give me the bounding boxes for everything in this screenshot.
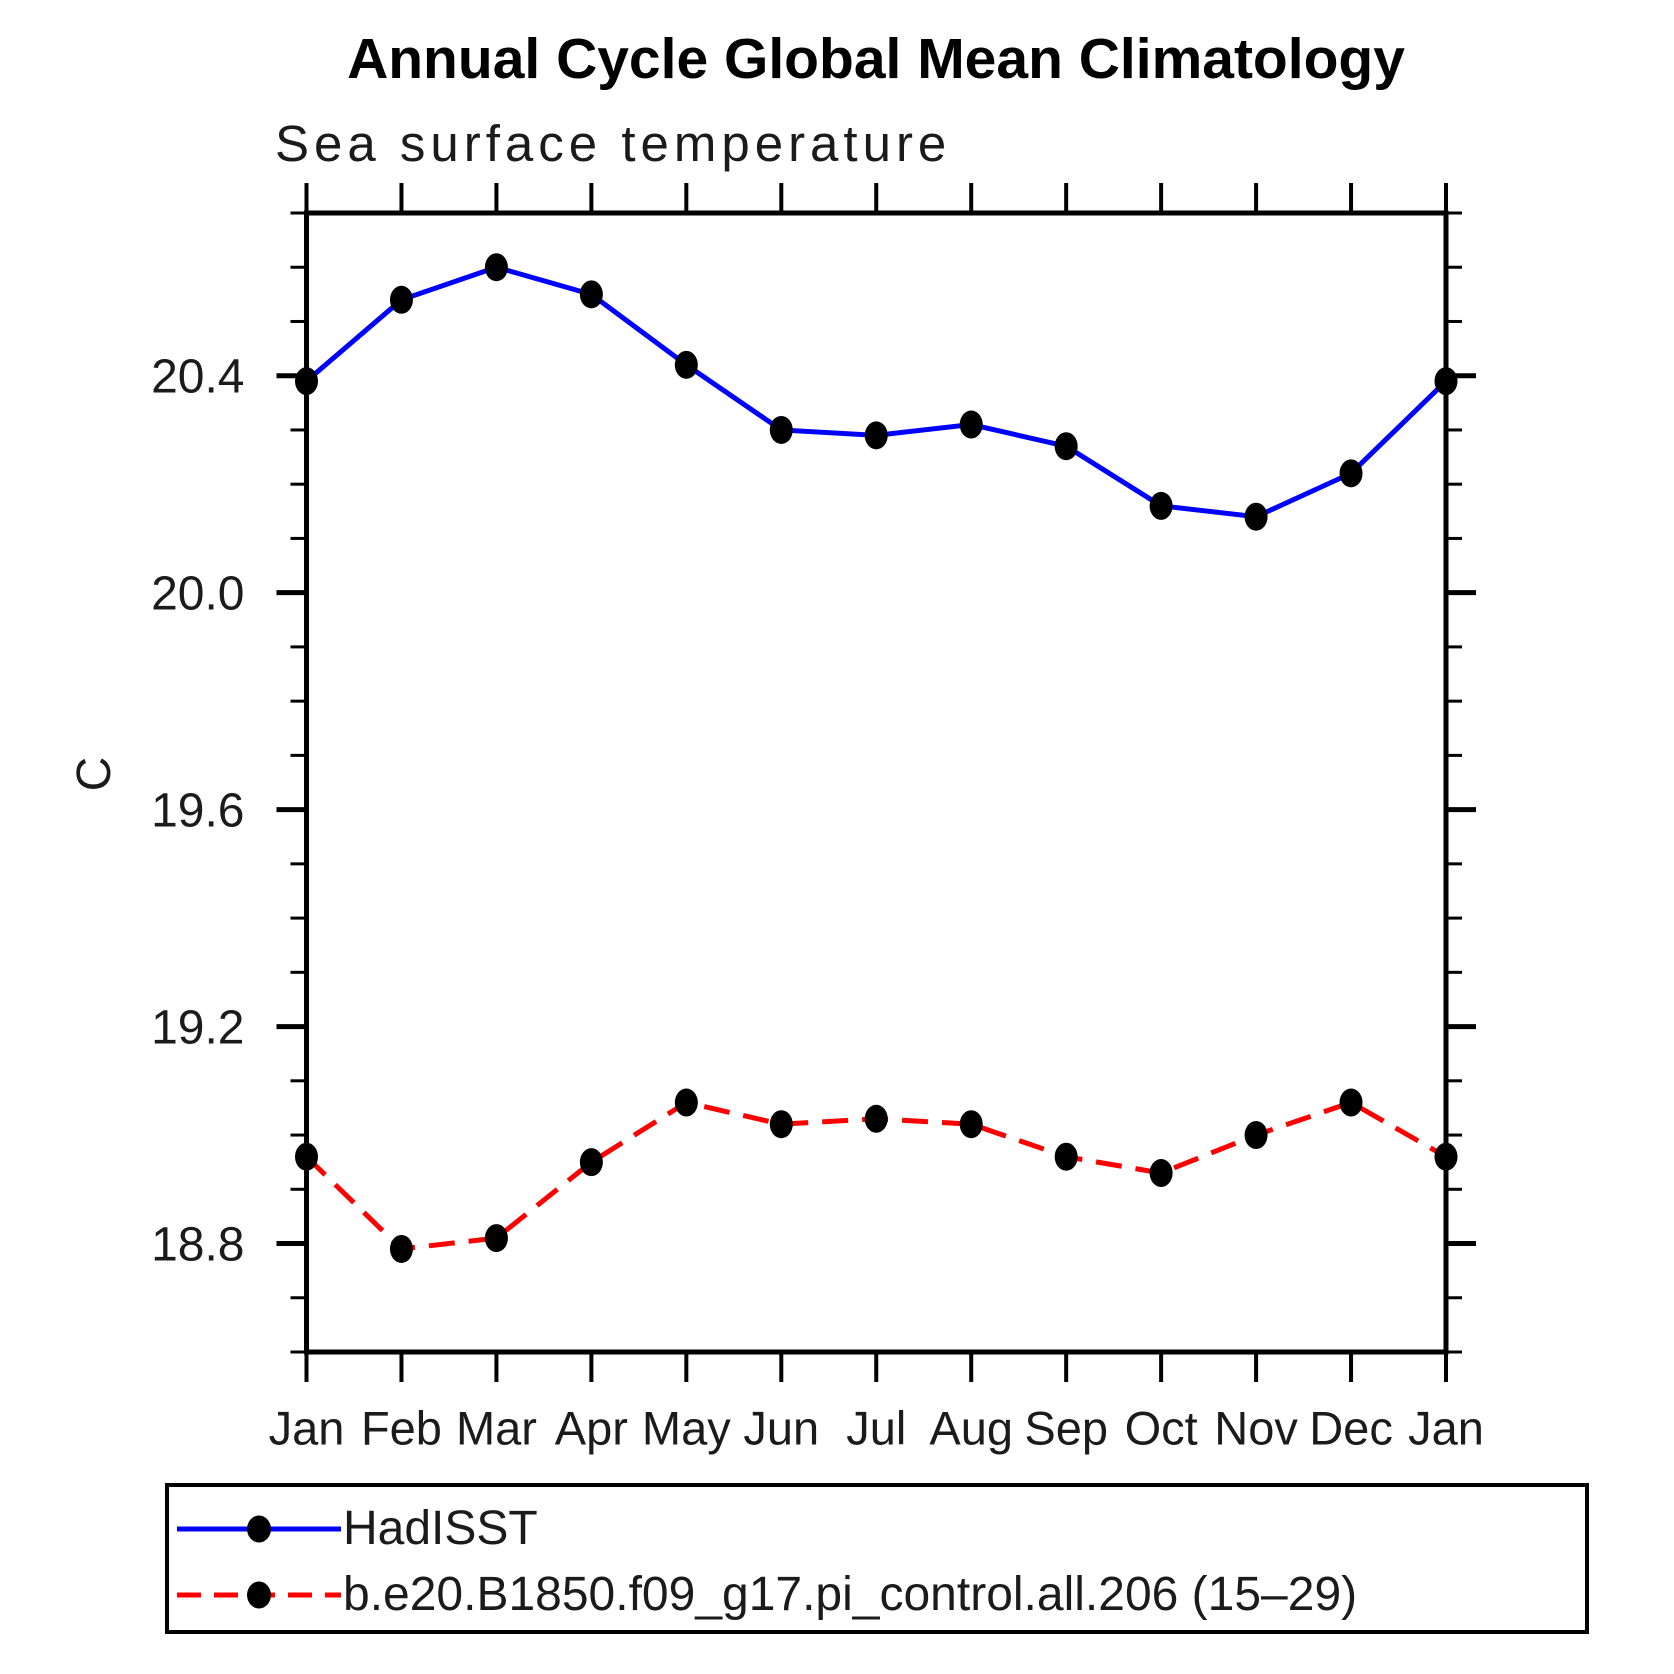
series-marker xyxy=(959,1110,983,1139)
series-marker xyxy=(295,367,318,396)
y-tick-label: 20.4 xyxy=(151,351,244,404)
x-tick-label: Jan xyxy=(1408,1401,1484,1454)
series-marker xyxy=(1339,1088,1363,1117)
legend-row-hadisst: HadISST xyxy=(175,1505,538,1553)
y-tick-label: 20.0 xyxy=(151,567,244,620)
series-marker xyxy=(295,1142,318,1171)
legend-box: HadISST b.e20.B1850.f09_g17.pi_control.a… xyxy=(165,1483,1589,1634)
legend-marker-dot xyxy=(247,1581,271,1609)
x-tick-label: Dec xyxy=(1309,1401,1393,1454)
series-marker xyxy=(959,410,983,439)
axis-box xyxy=(304,210,1449,1355)
x-tick-label: Jul xyxy=(846,1401,906,1454)
series-marker xyxy=(769,1110,793,1139)
y-tick-label: 18.8 xyxy=(151,1218,244,1271)
series-marker xyxy=(674,1088,698,1117)
chart-title: Annual Cycle Global Mean Climatology xyxy=(347,27,1405,91)
x-tick-label: Sep xyxy=(1024,1401,1108,1454)
x-tick-label: Mar xyxy=(456,1401,537,1454)
legend-row-model: b.e20.B1850.f09_g17.pi_control.all.206 (… xyxy=(175,1571,1357,1619)
x-tick-label: Jun xyxy=(743,1401,819,1454)
series-marker xyxy=(484,1224,508,1253)
series-marker xyxy=(1244,502,1268,531)
series-marker xyxy=(579,280,603,309)
series-marker xyxy=(769,415,793,444)
legend-line-sample-dashed xyxy=(177,1581,341,1609)
series-marker xyxy=(1054,432,1078,461)
x-tick-label: May xyxy=(642,1401,731,1454)
y-tick-label: 19.6 xyxy=(151,784,244,837)
legend-label-hadisst: HadISST xyxy=(343,1502,538,1555)
y-tick-label: 19.2 xyxy=(151,1001,244,1054)
x-tick-label: Feb xyxy=(361,1401,442,1454)
series-marker xyxy=(1434,367,1458,396)
x-tick-label: Apr xyxy=(555,1401,628,1454)
x-tick-label: Aug xyxy=(929,1401,1013,1454)
series-marker xyxy=(484,253,508,282)
x-tick-label: Oct xyxy=(1125,1401,1198,1454)
series-marker xyxy=(674,350,698,379)
series-marker xyxy=(579,1148,603,1177)
series-marker xyxy=(389,1234,413,1263)
series-marker xyxy=(1339,459,1363,488)
legend-line-sample-solid xyxy=(177,1515,341,1543)
series-marker xyxy=(1244,1121,1268,1150)
series-marker xyxy=(864,1104,888,1133)
series-marker xyxy=(1054,1142,1078,1171)
x-tick-label: Jan xyxy=(269,1401,345,1454)
series-marker xyxy=(389,285,413,314)
series-line-hadisst xyxy=(304,264,1448,520)
series-marker xyxy=(1149,491,1173,520)
x-tick-label: Nov xyxy=(1214,1401,1298,1454)
chart-subtitle: Sea surface temperature xyxy=(275,115,952,172)
series-marker xyxy=(864,421,888,450)
series-marker xyxy=(1434,1142,1458,1171)
series-marker xyxy=(1149,1159,1173,1188)
legend-label-model: b.e20.B1850.f09_g17.pi_control.all.206 (… xyxy=(343,1568,1358,1621)
legend-marker-dot xyxy=(247,1515,271,1543)
